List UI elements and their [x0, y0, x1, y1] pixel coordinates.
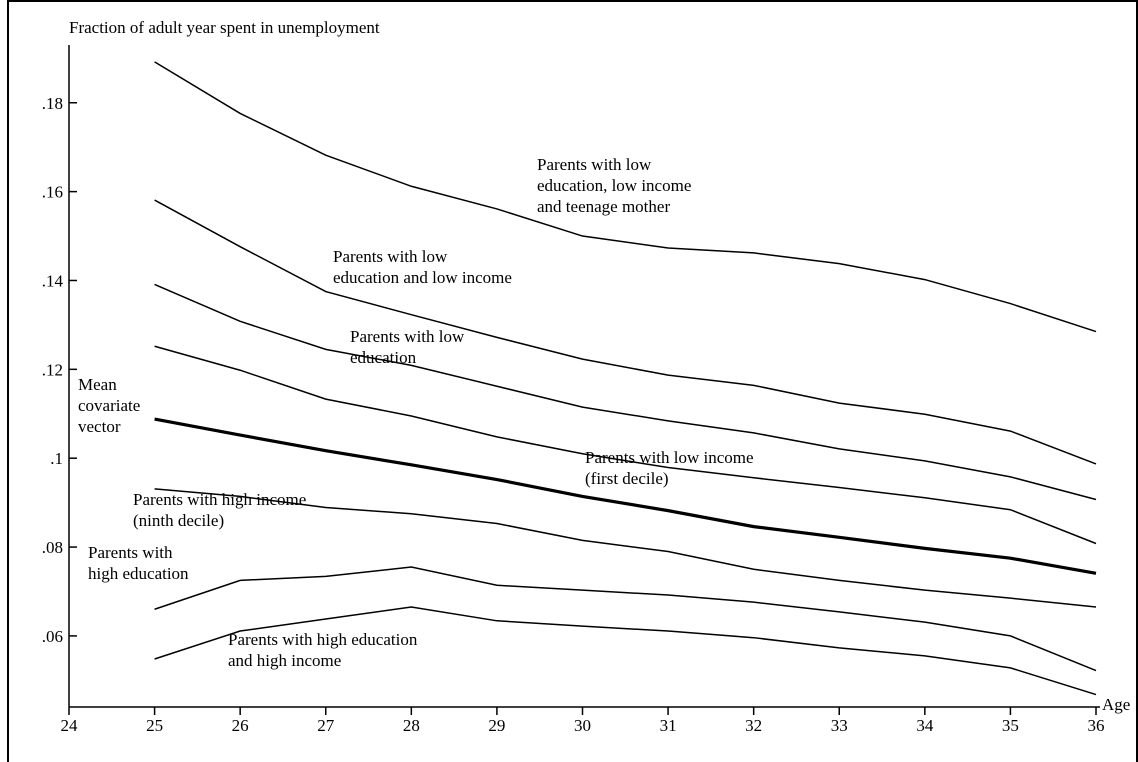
x-tick-label: 35 [1002, 716, 1019, 735]
series-label: Parents with high education [228, 630, 418, 649]
series-label: and teenage mother [537, 197, 670, 216]
y-tick-label: .12 [42, 360, 63, 379]
x-tick-label: 26 [232, 716, 249, 735]
series-label: Parents with low [350, 327, 465, 346]
y-tick-label: .08 [42, 538, 63, 557]
series-label: Mean [78, 375, 117, 394]
x-tick-label: 24 [61, 716, 79, 735]
x-axis-title: Age [1102, 695, 1130, 714]
x-tick-label: 30 [574, 716, 591, 735]
x-tick-label: 36 [1088, 716, 1105, 735]
series-label: high education [88, 564, 189, 583]
x-tick-label: 31 [660, 716, 677, 735]
y-tick-label: .14 [42, 271, 64, 290]
series-label: education [350, 348, 417, 367]
series-line [154, 345, 1097, 545]
series-line [154, 566, 1097, 672]
series-label: and high income [228, 651, 341, 670]
series-label: Parents with high income [133, 490, 306, 509]
x-tick-label: 29 [488, 716, 505, 735]
x-tick-label: 25 [146, 716, 163, 735]
x-tick-label: 27 [317, 716, 335, 735]
series-label: vector [78, 417, 121, 436]
y-axis-title: Fraction of adult year spent in unemploy… [69, 18, 380, 37]
x-tick-label: 34 [916, 716, 934, 735]
y-tick-label: .1 [50, 449, 63, 468]
series-label: Parents with low income [585, 448, 754, 467]
y-tick-label: .16 [42, 183, 63, 202]
series-label: covariate [78, 396, 140, 415]
x-tick-label: 28 [403, 716, 420, 735]
y-tick-label: .06 [42, 627, 63, 646]
x-tick-label: 33 [831, 716, 848, 735]
series-line [154, 417, 1097, 575]
frame [7, 0, 1138, 762]
y-tick-label: .18 [42, 94, 63, 113]
series-label: Parents with low [333, 247, 448, 266]
series-label: education and low income [333, 268, 512, 287]
series-line [154, 61, 1097, 333]
series-label: (first decile) [585, 469, 669, 488]
series-label: (ninth decile) [133, 511, 224, 530]
series-line [154, 199, 1097, 465]
series-line [154, 283, 1097, 501]
series-line [154, 488, 1097, 608]
series-line [154, 606, 1097, 696]
series-label: Parents with [88, 543, 173, 562]
series-label: education, low income [537, 176, 691, 195]
series-label: Parents with low [537, 155, 652, 174]
x-tick-label: 32 [745, 716, 762, 735]
